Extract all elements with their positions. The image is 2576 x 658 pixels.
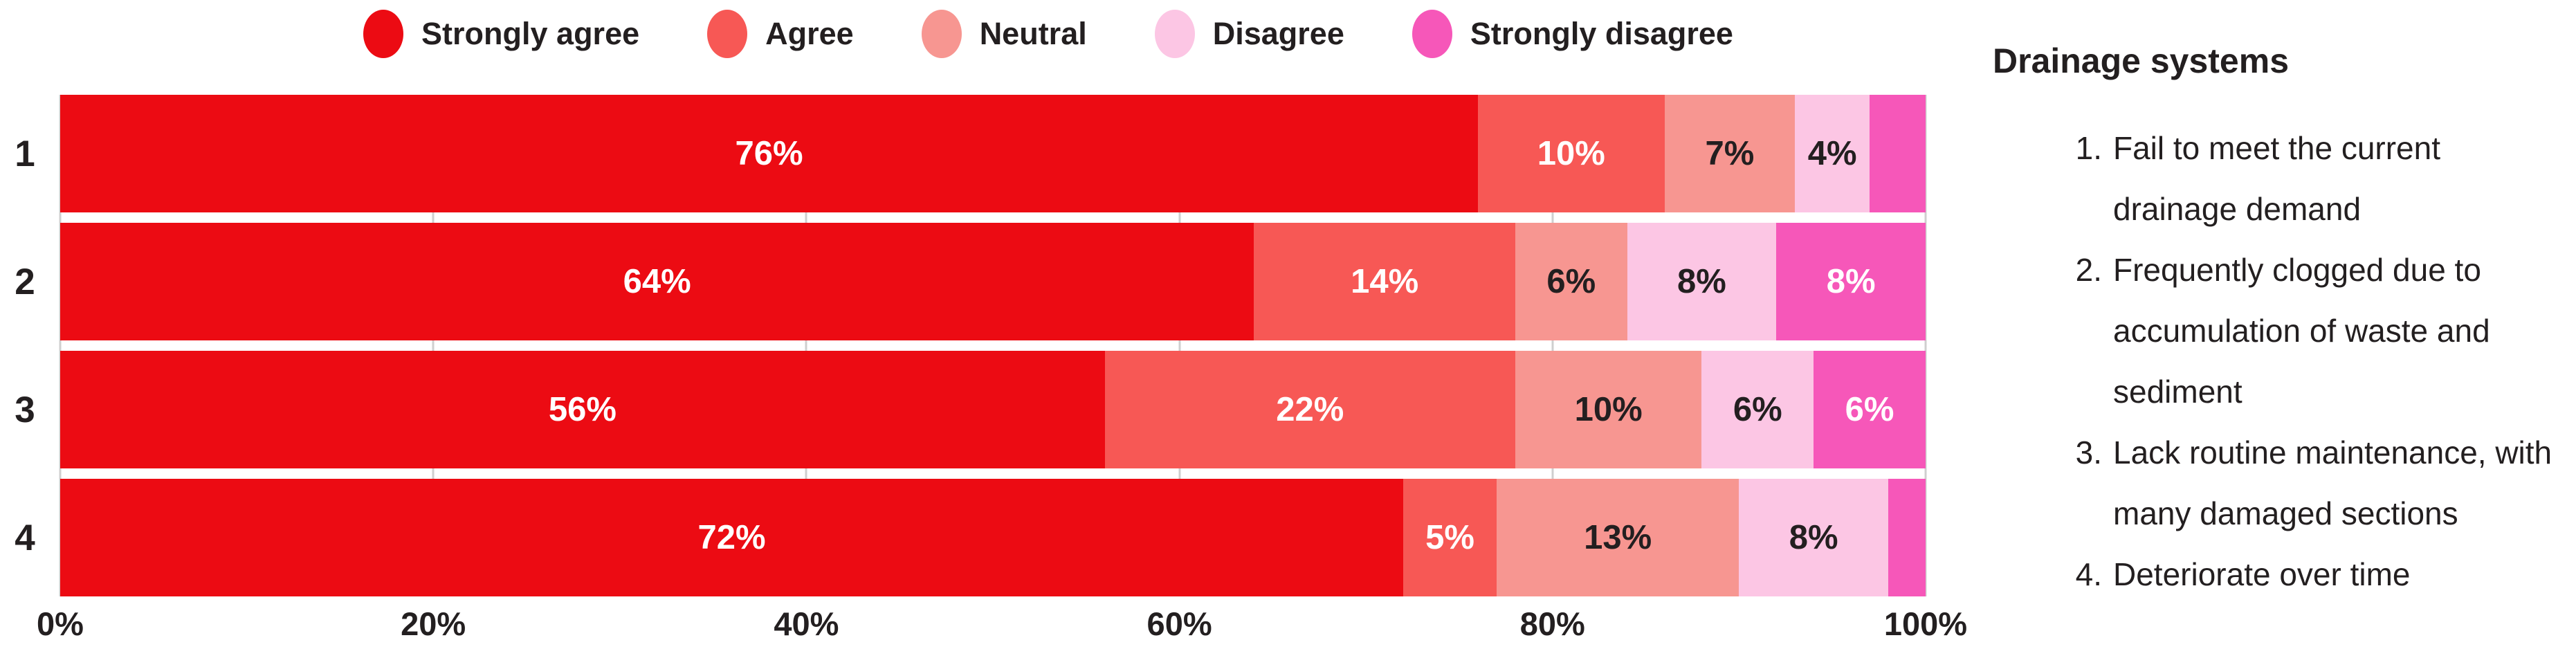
legend-label: Neutral bbox=[979, 16, 1087, 51]
segment-agree: 22% bbox=[1104, 351, 1515, 468]
segment-label: 64% bbox=[623, 263, 691, 300]
bar-row-1: 76% 10% 7% 4% bbox=[60, 95, 1926, 212]
segment-neutral: 13% bbox=[1496, 479, 1739, 596]
legend-dot-icon bbox=[1154, 10, 1195, 58]
segment-label: 8% bbox=[1677, 263, 1726, 300]
side-panel-item-1: 1. Fail to meet the current drainage dema… bbox=[1993, 118, 2567, 239]
side-panel-list: 1. Fail to meet the current drainage dema… bbox=[1993, 118, 2567, 605]
side-item-text: Lack routine maintenance, with many dama… bbox=[2113, 435, 2552, 531]
legend-dot-icon bbox=[363, 10, 404, 58]
segment-label: 6% bbox=[1546, 263, 1596, 300]
segment-strongly-agree: 56% bbox=[60, 351, 1105, 468]
segment-label: 10% bbox=[1574, 391, 1643, 428]
gridline-80 bbox=[1551, 95, 1554, 596]
segment-strongly-disagree: 8% bbox=[1776, 223, 1926, 340]
segment-label: 10% bbox=[1537, 135, 1605, 172]
row-label-1: 1 bbox=[15, 133, 35, 174]
gridline-40 bbox=[805, 95, 807, 596]
segment-label: 72% bbox=[697, 519, 766, 556]
side-item-text: Frequently clogged due to accumulation o… bbox=[2113, 252, 2490, 410]
bar-row-4: 72% 5% 13% 8% bbox=[60, 479, 1926, 596]
segment-agree: 14% bbox=[1254, 223, 1515, 340]
legend-label: Agree bbox=[765, 16, 854, 51]
x-tick-100: 100% bbox=[1883, 605, 1968, 642]
segment-label: 8% bbox=[1826, 263, 1876, 300]
segment-strongly-disagree: 6% bbox=[1814, 351, 1926, 468]
segment-label: 76% bbox=[735, 135, 803, 172]
x-tick-80: 80% bbox=[1519, 605, 1585, 642]
segment-neutral: 7% bbox=[1664, 95, 1796, 212]
side-panel: Drainage systems 1. Fail to meet the curr… bbox=[1993, 40, 2567, 605]
segment-label: 56% bbox=[548, 391, 616, 428]
side-item-number: 2. bbox=[2075, 252, 2102, 288]
segment-agree: 10% bbox=[1477, 95, 1665, 212]
segment-label: 7% bbox=[1705, 135, 1755, 172]
x-tick-60: 60% bbox=[1147, 605, 1212, 642]
side-panel-title: Drainage systems bbox=[1993, 42, 2290, 80]
segment-label: 13% bbox=[1584, 519, 1652, 556]
segment-strongly-agree: 76% bbox=[60, 95, 1478, 212]
plot-area: 76% 10% 7% 4% 64% 14% 6% 8% 8% 56% 22% 10% 6% 6% 72% 5%… bbox=[59, 95, 1927, 596]
side-item-number: 1. bbox=[2075, 130, 2102, 166]
x-tick-20: 20% bbox=[401, 605, 466, 642]
side-item-text: Fail to meet the current drainage demand bbox=[2113, 130, 2440, 227]
segment-neutral: 6% bbox=[1515, 223, 1627, 340]
gridline-0 bbox=[59, 95, 62, 596]
segment-disagree: 8% bbox=[1739, 479, 1889, 596]
gridline-20 bbox=[432, 95, 435, 596]
legend-dot-icon bbox=[921, 10, 962, 58]
side-panel-item-2: 2. Frequently clogged due to accumulation… bbox=[1993, 239, 2567, 422]
segment-agree: 5% bbox=[1403, 479, 1497, 596]
segment-strongly-disagree bbox=[1870, 95, 1926, 212]
segment-strongly-disagree bbox=[1888, 479, 1926, 596]
side-item-text: Deteriorate over time bbox=[2113, 556, 2411, 592]
legend-item-agree: Agree bbox=[707, 10, 854, 58]
category-axis: 1 2 3 4 bbox=[0, 95, 50, 596]
segment-strongly-agree: 72% bbox=[60, 479, 1404, 596]
legend-label: Strongly agree bbox=[421, 16, 640, 51]
x-axis: 0% 20% 40% 60% 80% 100% bbox=[37, 605, 1967, 653]
side-panel-item-4: 4. Deteriorate over time bbox=[1993, 544, 2567, 605]
segment-label: 8% bbox=[1789, 519, 1838, 556]
legend-label: Strongly disagree bbox=[1470, 16, 1733, 51]
gridline-100 bbox=[1924, 95, 1927, 596]
bar-row-3: 56% 22% 10% 6% 6% bbox=[60, 351, 1926, 468]
row-label-4: 4 bbox=[15, 517, 35, 558]
side-item-number: 3. bbox=[2075, 435, 2102, 470]
side-panel-item-3: 3. Lack routine maintenance, with many da… bbox=[1993, 422, 2567, 544]
row-label-3: 3 bbox=[15, 389, 35, 430]
side-item-number: 4. bbox=[2075, 556, 2102, 592]
segment-label: 6% bbox=[1845, 391, 1894, 428]
segment-label: 6% bbox=[1733, 391, 1782, 428]
legend-dot-icon bbox=[1412, 10, 1452, 58]
legend-item-strongly-disagree: Strongly disagree bbox=[1412, 10, 1733, 58]
row-label-2: 2 bbox=[15, 261, 35, 302]
segment-neutral: 10% bbox=[1515, 351, 1702, 468]
segment-label: 5% bbox=[1425, 519, 1474, 556]
segment-disagree: 8% bbox=[1627, 223, 1777, 340]
gridline-60 bbox=[1178, 95, 1181, 596]
legend-item-strongly-agree: Strongly agree bbox=[363, 10, 639, 58]
legend-label: Disagree bbox=[1212, 16, 1344, 51]
segment-disagree: 4% bbox=[1795, 95, 1870, 212]
chart-legend: Strongly agree Agree Neutral Disagree Strong… bbox=[173, 4, 1924, 64]
segment-label: 4% bbox=[1807, 135, 1857, 172]
x-tick-40: 40% bbox=[774, 605, 839, 642]
legend-item-disagree: Disagree bbox=[1154, 10, 1344, 58]
segment-label: 14% bbox=[1351, 263, 1419, 300]
bar-row-2: 64% 14% 6% 8% 8% bbox=[60, 223, 1926, 340]
segment-disagree: 6% bbox=[1701, 351, 1814, 468]
segment-label: 22% bbox=[1276, 391, 1344, 428]
legend-item-neutral: Neutral bbox=[921, 10, 1087, 58]
segment-strongly-agree: 64% bbox=[60, 223, 1254, 340]
legend-dot-icon bbox=[707, 10, 748, 58]
x-tick-0: 0% bbox=[37, 605, 84, 642]
